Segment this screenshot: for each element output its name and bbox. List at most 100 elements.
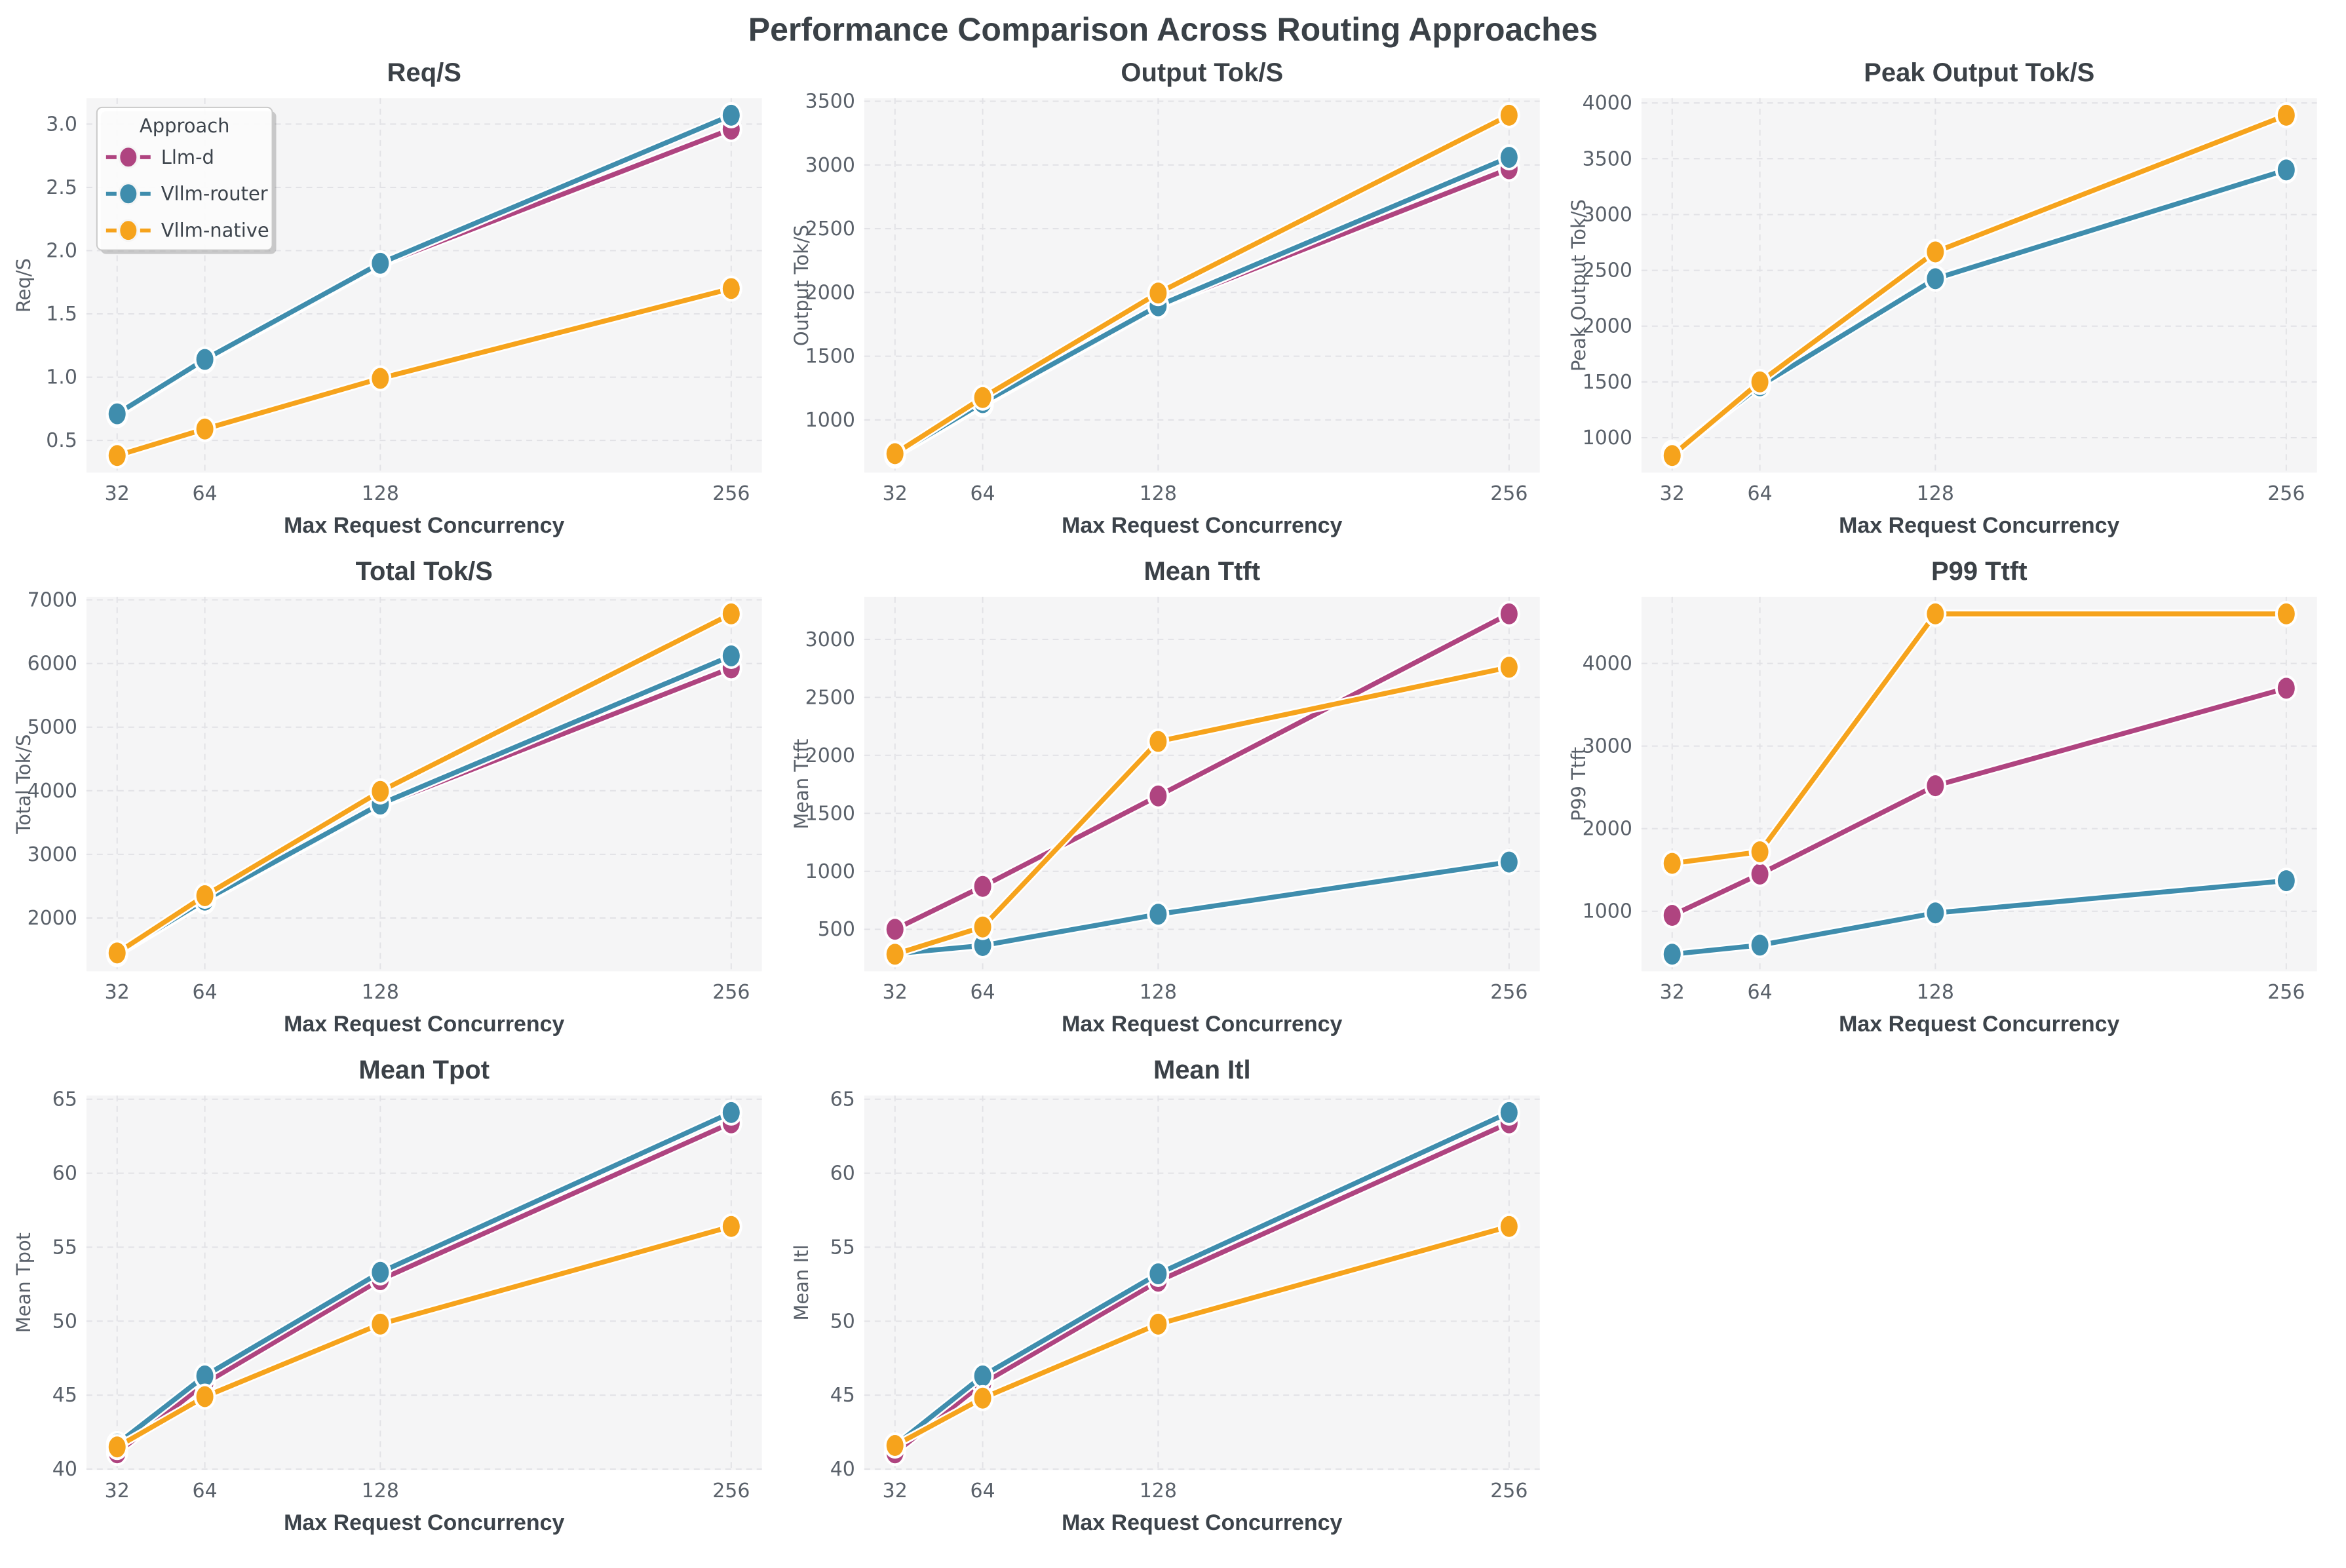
marker-vllm-router — [1751, 934, 1769, 956]
chart-title: Mean Ttft — [1144, 557, 1260, 586]
gridlines — [864, 597, 1540, 972]
marker-vllm-router — [372, 252, 389, 274]
marker-vllm-router — [1927, 902, 1944, 924]
x-tick-label: 64 — [193, 981, 218, 1004]
legend-label-llm-d: Llm-d — [161, 146, 214, 168]
x-tick-label: 128 — [362, 1480, 399, 1502]
marker-vllm-router — [1149, 1263, 1166, 1285]
y-tick-label: 1.5 — [46, 303, 77, 326]
marker-vllm-native — [1927, 603, 1944, 625]
marker-vllm-router — [1500, 851, 1518, 873]
legend: Approach Llm-d Vllm-router Vllm-native — [96, 106, 277, 254]
x-tick-label: 32 — [105, 981, 130, 1004]
marker-vllm-native — [372, 1314, 389, 1335]
page-title: Performance Comparison Across Routing Ap… — [748, 11, 1598, 48]
legend-marker-vllm-native — [118, 219, 139, 242]
y-tick-label: 55 — [52, 1236, 77, 1259]
y-tick-label: 65 — [830, 1088, 855, 1111]
marker-vllm-native — [2278, 104, 2296, 126]
chart-mean-itl: 32 64 128 256 40 45 50 55 60 65 Mean Itl Max Reques… — [790, 1056, 1540, 1535]
plot-area — [1642, 597, 2318, 972]
x-tick-label: 256 — [712, 482, 750, 505]
chart-p99-ttft: 32 64 128 256 1000 2000 3000 4000 P99 Ttft Max Re… — [1567, 557, 2318, 1037]
marker-vllm-router — [974, 1366, 991, 1387]
x-axis-label: Max Request Concurrency — [284, 1012, 564, 1037]
series-line-vllm-native — [892, 664, 1512, 957]
chart-cell-mean-itl: 32 64 128 256 40 45 50 55 60 65 Mean Itl Max Reques… — [787, 1051, 1560, 1548]
x-tick-label: 128 — [1139, 981, 1176, 1004]
x-tick-label: 64 — [193, 482, 218, 505]
x-tick-label: 128 — [362, 981, 399, 1004]
x-tick-label: 256 — [712, 1480, 750, 1502]
y-tick-label: 50 — [830, 1310, 855, 1333]
y-tick-label: 2.0 — [46, 239, 77, 262]
marker-vllm-native — [1927, 241, 1944, 263]
chart-output-tok-s: 32 64 128 256 1000 1500 2000 2500 3000 3500 Output… — [790, 58, 1540, 538]
x-tick-label: 64 — [970, 1480, 995, 1503]
x-axis-label: Max Request Concurrency — [284, 513, 564, 538]
legend-marker-llm-d — [118, 145, 139, 169]
y-tick-label: 2000 — [28, 907, 77, 930]
marker-vllm-native — [1751, 841, 1769, 863]
series-line-vllm-native — [1670, 611, 2289, 866]
chart-title: Total Tok/S — [356, 557, 493, 586]
x-axis-label: Max Request Concurrency — [1062, 1510, 1342, 1535]
series-line-vllm-native — [114, 1224, 734, 1450]
y-tick-label: 6000 — [28, 653, 77, 676]
chart-cell-mean-ttft: 32 64 128 256 500 1000 1500 2000 2500 3000 Mean Tt… — [787, 552, 1560, 1050]
x-tick-label: 128 — [362, 482, 399, 505]
marker-vllm-native — [722, 603, 740, 625]
gridlines — [86, 1096, 762, 1470]
y-tick-label: 1000 — [805, 860, 855, 883]
marker-vllm-native — [372, 780, 389, 802]
x-tick-label: 64 — [970, 482, 995, 505]
y-axis-label: Mean Tpot — [12, 1233, 35, 1333]
marker-vllm-router — [196, 349, 214, 370]
marker-vllm-native — [1500, 104, 1518, 126]
y-tick-label: 2000 — [805, 744, 855, 767]
gridlines — [864, 1096, 1540, 1470]
y-tick-label: 1500 — [805, 345, 855, 368]
y-tick-label: 1500 — [1583, 371, 1632, 394]
x-tick-label: 128 — [1917, 482, 1954, 505]
y-tick-label: 50 — [52, 1310, 77, 1333]
y-tick-label: 3000 — [1583, 203, 1632, 226]
y-tick-label: 2000 — [1583, 818, 1632, 841]
y-axis-label: Total Tok/S — [12, 735, 35, 835]
marker-vllm-native — [1664, 852, 1682, 874]
marker-llm-d — [1500, 603, 1518, 625]
y-tick-label: 4000 — [1583, 92, 1632, 115]
x-tick-label: 256 — [2268, 482, 2305, 505]
chart-title: Mean Itl — [1153, 1056, 1251, 1084]
legend-label-vllm-router: Vllm-router — [161, 183, 268, 205]
x-tick-label: 256 — [2268, 981, 2305, 1004]
marker-vllm-router — [2278, 870, 2296, 892]
y-tick-label: 60 — [52, 1162, 77, 1185]
marker-vllm-native — [1149, 282, 1166, 304]
y-tick-label: 3000 — [805, 154, 855, 177]
x-tick-label: 32 — [882, 482, 907, 505]
legend-label-vllm-native: Vllm-native — [161, 220, 269, 242]
y-tick-label: 4000 — [1583, 653, 1632, 676]
chart-mean-tpot: 32 64 128 256 40 45 50 55 60 65 Mean Tpot Max Reque… — [12, 1056, 762, 1535]
y-axis-label: Output Tok/S — [790, 225, 813, 346]
chart-title: Output Tok/S — [1121, 58, 1283, 87]
chart-mean-ttft: 32 64 128 256 500 1000 1500 2000 2500 3000 Mean Tt… — [790, 557, 1540, 1037]
y-tick-label: 45 — [52, 1384, 77, 1407]
x-axis-label: Max Request Concurrency — [1839, 513, 2119, 538]
marker-vllm-router — [1664, 944, 1682, 965]
series-line-vllm-native — [114, 286, 734, 459]
y-tick-label: 2500 — [805, 686, 855, 709]
x-tick-label: 128 — [1139, 1480, 1176, 1503]
marker-vllm-router — [974, 935, 991, 957]
marker-vllm-native — [2278, 603, 2296, 625]
marker-vllm-router — [196, 1366, 214, 1387]
marker-vllm-native — [196, 418, 214, 440]
marker-llm-d — [1751, 864, 1769, 885]
gridlines — [1642, 98, 2318, 473]
marker-vllm-router — [1927, 268, 1944, 290]
x-tick-label: 32 — [1660, 482, 1685, 505]
chart-title: Peak Output Tok/S — [1864, 58, 2095, 87]
marker-llm-d — [1927, 775, 1944, 797]
y-axis-label: Mean Ttft — [790, 739, 813, 830]
